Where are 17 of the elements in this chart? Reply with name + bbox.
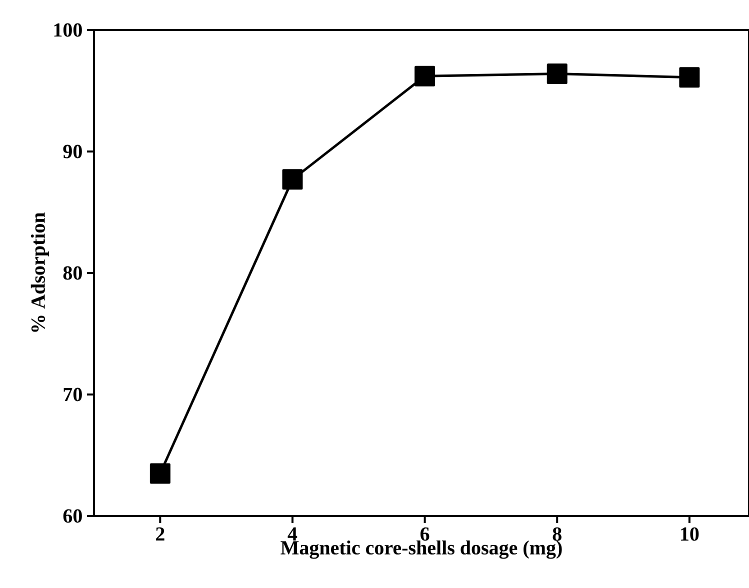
point [282, 169, 303, 190]
y-axis-title: % Adsorption [30, 212, 49, 332]
y-tick-label: 90 [63, 144, 82, 158]
x-tick-label: 10 [681, 527, 699, 541]
point [414, 66, 436, 86]
point [546, 63, 568, 84]
x-tick-label: 4 [288, 527, 298, 540]
y-tick-label: 70 [64, 388, 82, 402]
y-tick-label: 100 [54, 23, 82, 37]
x-tick-label: 8 [552, 527, 562, 541]
x-axis-title: Magnetic core-shells dosage (mg) [280, 540, 562, 559]
y-tick-label: 60 [63, 509, 82, 523]
point [150, 463, 170, 484]
x-tick-label: 2 [156, 527, 164, 541]
y-tick-label: 80 [63, 266, 82, 280]
x-tick-label: 6 [420, 527, 430, 541]
point [679, 67, 700, 88]
